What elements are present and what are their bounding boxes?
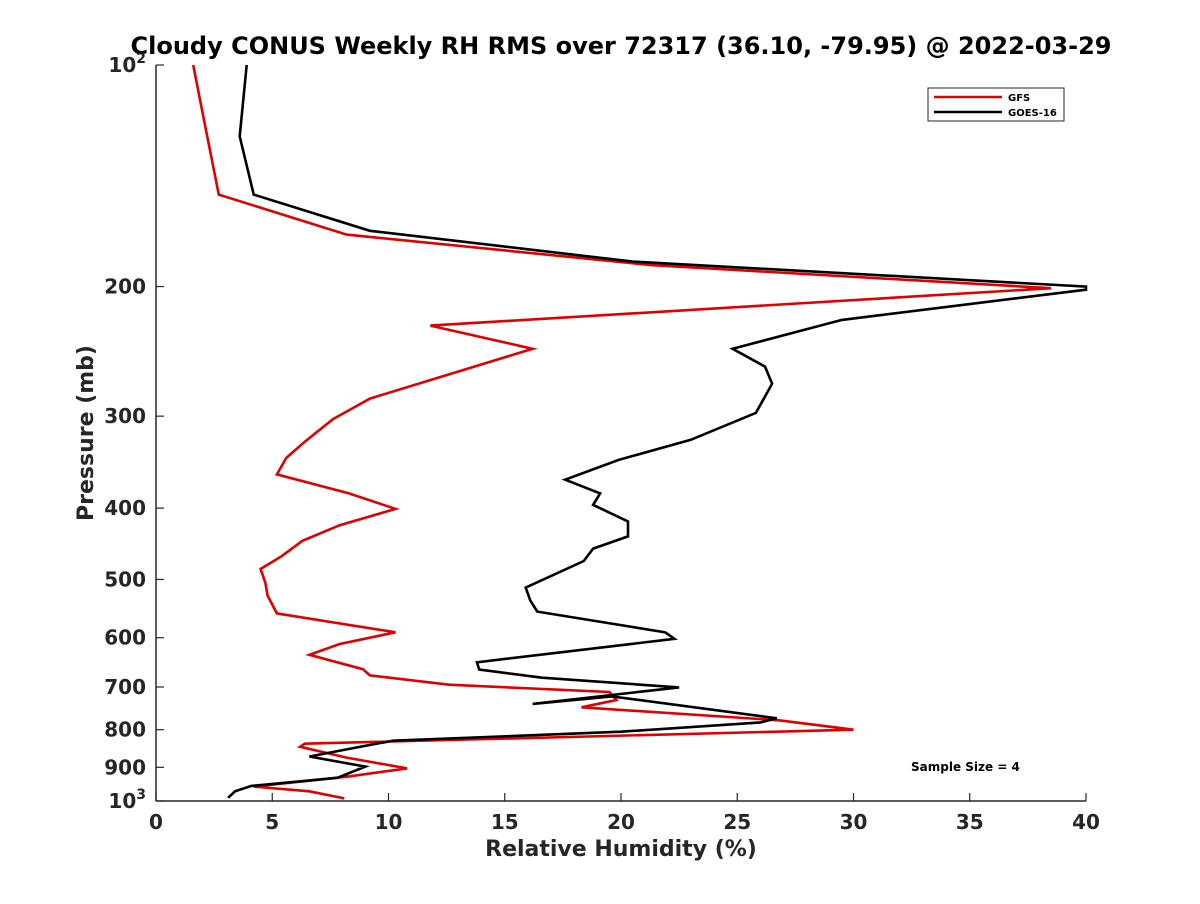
x-tick-label: 5 [265,810,279,834]
x-tick-label: 20 [607,810,635,834]
y-tick-label: 400 [104,496,146,520]
x-tick-label: 25 [723,810,751,834]
series-layer [191,64,1088,800]
legend-box [927,87,1065,122]
x-tick-label: 35 [956,810,984,834]
y-axis-label: Pressure (mb) [74,345,99,521]
legend-label-gfs: GFS [1008,93,1030,104]
y-tick-label: 102 [108,51,146,77]
y-tick-base: 10 [108,789,136,813]
x-tick-label: 30 [840,810,868,834]
x-tick-label: 0 [149,810,163,834]
x-tick-label: 10 [375,810,403,834]
chart-title: Cloudy CONUS Weekly RH RMS over 72317 (3… [131,32,1112,60]
x-ticks: 0 5 10 15 20 25 30 35 40 [149,793,1100,834]
legend: GFS GOES-16 [927,87,1065,122]
plot-axes [155,65,1086,802]
x-axis-label: Relative Humidity (%) [485,837,757,862]
x-tick-label: 40 [1072,810,1100,834]
series-line-goes-16 [227,64,1088,799]
legend-label-goes-16: GOES-16 [1008,108,1057,119]
y-tick-label: 900 [104,755,146,779]
sample-size-annotation: Sample Size = 4 [911,760,1020,774]
y-tick-label: 103 [108,787,146,813]
y-tick-label: 600 [104,626,146,650]
series-line-gfs [191,64,1052,800]
y-tick-label: 500 [104,567,146,591]
y-tick-label: 300 [104,404,146,428]
y-tick-exponent: 3 [136,787,146,803]
y-tick-label: 700 [104,675,146,699]
y-tick-label: 200 [104,275,146,299]
x-tick-label: 15 [491,810,519,834]
y-tick-base: 10 [108,53,136,77]
y-tick-label: 800 [104,718,146,742]
y-tick-exponent: 2 [136,51,146,67]
